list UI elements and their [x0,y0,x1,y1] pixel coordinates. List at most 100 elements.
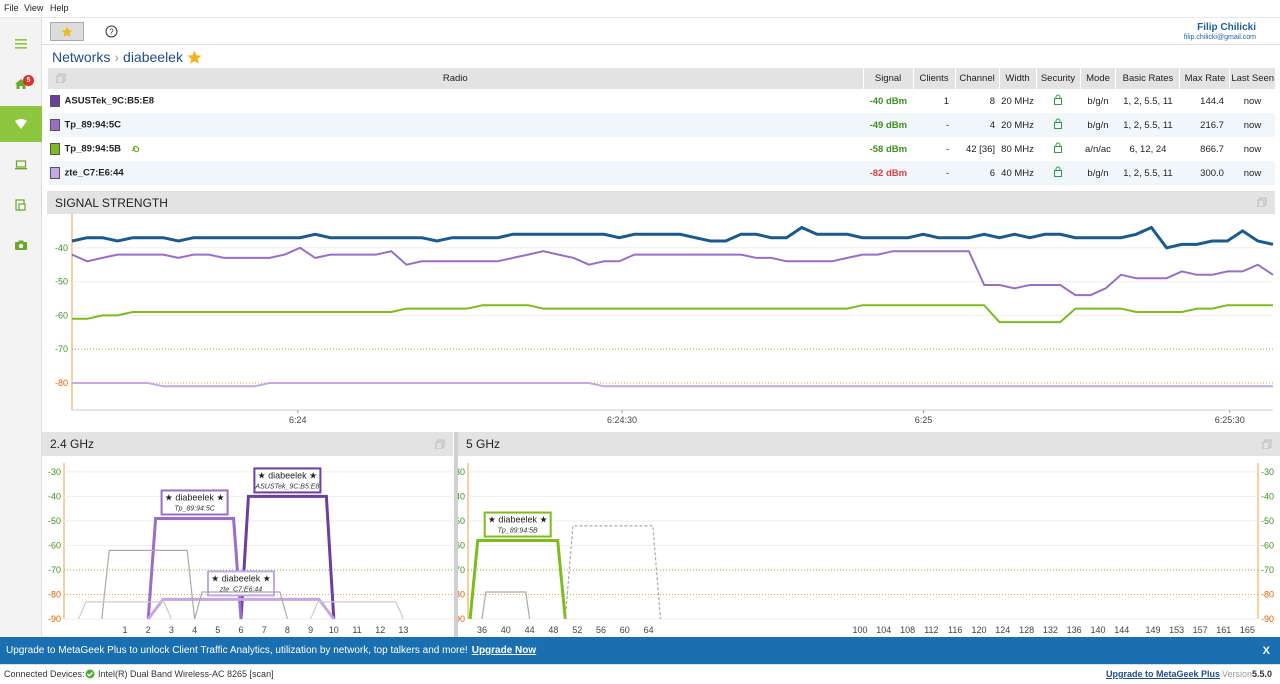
copy-icon[interactable] [1262,439,1272,449]
security-cell [1036,113,1080,137]
breadcrumb-networks[interactable]: Networks [52,49,111,65]
col-max-rate[interactable]: Max Rate [1179,68,1230,89]
x-tick-label: 132 [1043,625,1058,635]
sidebar-item-devices[interactable] [0,147,42,183]
home-badge: 5 [23,75,34,86]
signal-strength-title: SIGNAL STRENGTH [55,195,168,210]
y-tick-label: -50 [55,277,68,287]
x-tick-label: 36 [477,625,487,635]
y-tick-label: -70 [48,565,61,575]
table-row[interactable]: ASUSTek_9C:B5:E8 -40 dBm 1 8 20 MHz b/g/… [48,89,1276,113]
help-button[interactable]: ? [104,22,118,41]
y-tick-label: -50 [48,516,61,526]
x-tick-label: 120 [971,625,986,635]
menu-help[interactable]: Help [50,3,69,13]
copy-icon[interactable] [56,73,66,83]
signal-strength-header: SIGNAL STRENGTH [47,191,1275,214]
col-mode[interactable]: Mode [1079,68,1116,89]
band-24-header: 2.4 GHz [42,432,453,456]
band-5-chart[interactable]: -30 -30 -40 -40 -50 -50 -60 -60 -70 -70 -80 -80 -90 -… [458,456,1280,637]
table-row[interactable]: Tp_89:94:5C -49 dBm - 4 20 MHz b/g/n 1, … [47,113,1275,137]
band-24-chart[interactable]: -30-40-50-60-70-80-901 2 3 4 5 6 7 8 9 10 11 12 13★ … [42,456,454,637]
sidebar-item-home[interactable]: 5 [0,66,42,102]
width-cell: 40 MHz [999,161,1037,185]
col-radio[interactable]: Radio [47,68,864,89]
x-tick-label: 157 [1193,625,1208,635]
networks-table: Radio Signal Clients Channel Width Secur… [47,68,1275,185]
col-width[interactable]: Width [998,68,1037,89]
sidebar-item-reports[interactable] [0,187,42,223]
radio-name: Tp_89:94:5C [64,119,122,131]
signal-cell: -82 dBm [863,161,914,185]
network-label-bssid: zte_C7:E6:44 [219,586,263,593]
version-label: Version [1222,669,1253,679]
help-icon: ? [105,25,117,38]
network-label-bssid: Tp_89:94:5B [498,528,538,535]
x-tick-label: 108 [900,625,915,635]
network-label-box [253,467,322,494]
x-tick-label: 2 [146,625,151,635]
rates-cell: 1, 2, 5.5, 11 [1123,95,1173,107]
panel-splitter[interactable] [454,432,458,637]
col-channel[interactable]: Channel [954,68,1000,89]
sidebar: 5 [0,18,42,636]
y-tick-label: -70 [458,565,465,575]
col-clients[interactable]: Clients [912,68,956,89]
x-tick-label: 136 [1067,625,1082,635]
link-icon [131,145,139,153]
signal-series-line [71,246,1274,297]
table-header-row: Radio Signal Clients Channel Width Secur… [47,68,1275,89]
banner-text: Upgrade to MetaGeek Plus to unlock Clien… [6,645,468,656]
upgrade-link[interactable]: Upgrade to MetaGeek Plus [1106,669,1221,679]
table-row[interactable]: zte_C7:E6:44 -82 dBm - 6 40 MHz b/g/n 1,… [47,161,1275,185]
camera-icon [15,240,27,250]
radio-name: zte_C7:E6:44 [64,167,124,179]
x-tick-label: 165 [1240,625,1255,635]
lock-icon [1054,166,1062,177]
x-tick-label: 5 [215,625,220,635]
col-last-seen[interactable]: Last Seen [1229,68,1275,89]
other-network-shape [564,525,662,620]
favorite-star-icon[interactable] [187,50,202,65]
channel-cell: 4 [955,113,1000,137]
x-tick-label: 8 [285,625,290,635]
col-basic-rates[interactable]: Basic Rates [1115,68,1180,89]
mode-cell: a/n/ac [1085,143,1111,155]
lock-icon [1054,94,1062,105]
menu-view[interactable]: View [24,3,44,13]
device-name[interactable]: Intel(R) Dual Band Wireless-AC 8265 [sca… [98,669,274,679]
signal-cell: -40 dBm [869,95,908,107]
y-tick-label: -70 [1261,565,1274,575]
network-label-name: ★ diabeelek ★ [488,515,548,525]
copy-icon[interactable] [435,439,445,449]
upgrade-now-link[interactable]: Upgrade Now [471,645,537,656]
col-security[interactable]: Security [1035,68,1080,89]
signal-strength-chart[interactable]: -40 -50 -60 -70 -80 6:24 6:24:30 6:25 6:25:30 [47,214,1275,430]
x-tick-label: 9 [308,625,313,635]
radio-color-swatch [49,95,60,107]
menu-file[interactable]: File [4,3,19,13]
sidebar-item-snapshot[interactable] [0,227,42,263]
x-tick-label: 10 [329,625,339,635]
network-label-bssid: ASUSTek_9C:B5:E8 [254,483,319,490]
banner-close-button[interactable]: X [1262,644,1270,657]
x-tick-label: 6:24 [289,415,307,425]
sidebar-item-networks[interactable] [0,106,42,142]
copy-icon[interactable] [1257,197,1267,207]
x-tick-label: 153 [1169,625,1184,635]
hamburger-menu-button[interactable] [0,26,42,62]
favorites-button[interactable] [50,22,84,41]
channel-cell: 8 [989,95,996,107]
width-cell: 20 MHz [1001,95,1034,107]
lock-icon [1054,118,1062,129]
user-name[interactable]: Filip Chilicki [1197,22,1256,33]
other-network-shape [78,601,172,620]
network-channel-shape [147,597,335,620]
breadcrumb-current: diabeelek [123,49,183,65]
other-network-shape [194,591,288,620]
y-tick-label: -70 [55,344,68,354]
x-tick-label: 149 [1145,625,1160,635]
table-row[interactable]: Tp_89:94:5B -58 dBm - 42 [36] 80 MHz a/n… [48,137,1276,161]
network-label-name: ★ diabeelek ★ [211,573,271,583]
col-signal[interactable]: Signal [862,68,914,89]
